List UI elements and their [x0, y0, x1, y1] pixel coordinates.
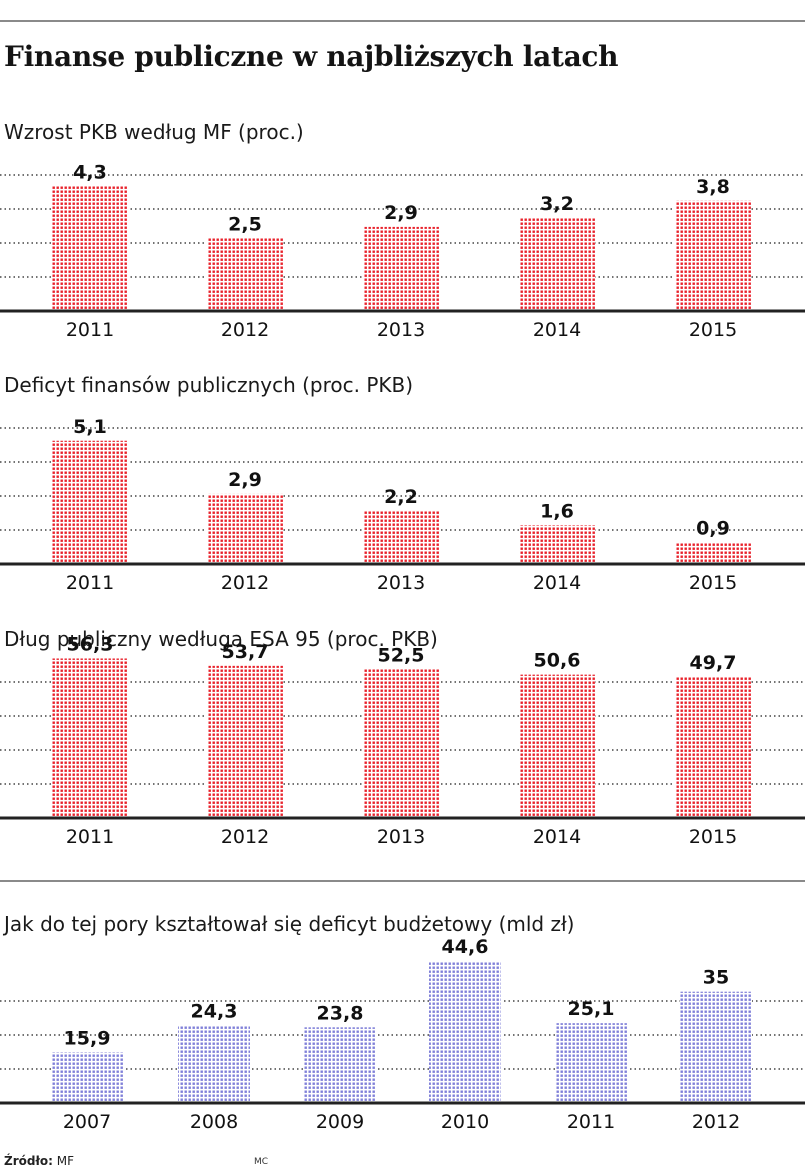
- bar-2011: [52, 658, 128, 818]
- bar-2011: [52, 440, 128, 564]
- x-tick-label: 2014: [533, 572, 581, 594]
- chart-1-title: Wzrost PKB według MF (proc.): [4, 120, 304, 144]
- bar-2011: [555, 1023, 627, 1103]
- value-label: 56,3: [67, 633, 114, 655]
- top-rule: [0, 20, 805, 22]
- x-tick-label: 2008: [190, 1111, 238, 1133]
- bar-2015: [675, 677, 751, 818]
- x-tick-label: 2014: [533, 826, 581, 848]
- budget-deficit-chart: 15,9 2007 24,3 2008 23,8 2009 44,6 2010 25,1 2011…: [0, 936, 805, 1133]
- x-tick-label: 2012: [221, 572, 269, 594]
- value-label: 25,1: [568, 998, 615, 1020]
- source-value: MF: [56, 1154, 75, 1168]
- value-label: 2,5: [228, 214, 262, 236]
- x-tick-label: 2012: [221, 319, 269, 341]
- bar-2012: [680, 991, 752, 1103]
- bar-2011: [52, 186, 128, 311]
- x-tick-label: 2015: [689, 319, 737, 341]
- gdp-growth-chart: 4,3 2011 2,5 2012 2,9 2013 3,2 2014 3,8 2015: [0, 161, 805, 341]
- bar-2013: [363, 226, 439, 311]
- value-label: 50,6: [534, 650, 581, 672]
- value-label: 5,1: [73, 416, 107, 438]
- value-label: 1,6: [540, 500, 574, 522]
- x-tick-label: 2011: [66, 319, 114, 341]
- value-label: 3,8: [696, 176, 730, 198]
- bar-2007: [51, 1052, 123, 1103]
- bar-2015: [675, 542, 751, 564]
- value-label: 3,2: [540, 193, 574, 215]
- bar-2014: [519, 674, 595, 818]
- bar-2008: [178, 1025, 250, 1103]
- bar-2009: [304, 1027, 376, 1103]
- chart-2-title: Deficyt finansów publicznych (proc. PKB): [4, 373, 414, 397]
- value-label: 49,7: [690, 652, 737, 674]
- value-label: 53,7: [222, 641, 269, 663]
- value-label: 2,9: [228, 469, 262, 491]
- x-tick-label: 2011: [66, 826, 114, 848]
- public-debt-chart: 56,3 2011 53,7 2012 52,5 2013 50,6 2014 49,7 2015: [0, 633, 805, 848]
- value-label: 0,9: [696, 517, 730, 539]
- bar-2014: [519, 218, 595, 311]
- bar-2012: [207, 665, 283, 818]
- bar-2014: [519, 525, 595, 564]
- chart-3-title: Dług publiczny wedługa ESA 95 (proc. PKB…: [4, 627, 438, 651]
- x-tick-label: 2011: [567, 1111, 615, 1133]
- source-label: Źródło:: [4, 1154, 53, 1168]
- x-tick-label: 2012: [692, 1111, 740, 1133]
- value-label: 44,6: [442, 936, 489, 958]
- value-label: 52,5: [378, 644, 425, 666]
- bar-2012: [207, 493, 283, 564]
- x-tick-label: 2011: [66, 572, 114, 594]
- value-label: 24,3: [191, 1001, 238, 1023]
- value-label: 23,8: [317, 1002, 364, 1024]
- x-tick-label: 2014: [533, 319, 581, 341]
- section-rule: [0, 880, 805, 882]
- x-tick-label: 2012: [221, 826, 269, 848]
- chart-4-title: Jak do tej pory kształtował się deficyt …: [4, 912, 575, 936]
- bar-2012: [207, 238, 283, 311]
- x-tick-label: 2013: [377, 826, 425, 848]
- x-tick-label: 2007: [63, 1111, 111, 1133]
- value-label: 2,2: [384, 486, 418, 508]
- bar-2010: [429, 961, 501, 1103]
- x-tick-label: 2010: [441, 1111, 489, 1133]
- x-tick-label: 2015: [689, 826, 737, 848]
- bar-2013: [363, 669, 439, 818]
- x-tick-label: 2013: [377, 319, 425, 341]
- x-tick-label: 2015: [689, 572, 737, 594]
- bar-2013: [363, 510, 439, 564]
- source-note: Źródło: MF: [4, 1154, 74, 1168]
- public-deficit-chart: 5,1 2011 2,9 2012 2,2 2013 1,6 2014 0,9 2015: [0, 416, 805, 594]
- value-label: 35: [703, 967, 729, 989]
- x-tick-label: 2013: [377, 572, 425, 594]
- author-credit: MC: [254, 1157, 269, 1167]
- value-label: 4,3: [73, 161, 107, 183]
- bar-2015: [675, 200, 751, 311]
- value-label: 15,9: [64, 1027, 111, 1049]
- value-label: 2,9: [384, 202, 418, 224]
- x-tick-label: 2009: [316, 1111, 364, 1133]
- headline: Finanse publiczne w najbliższych latach: [4, 40, 619, 73]
